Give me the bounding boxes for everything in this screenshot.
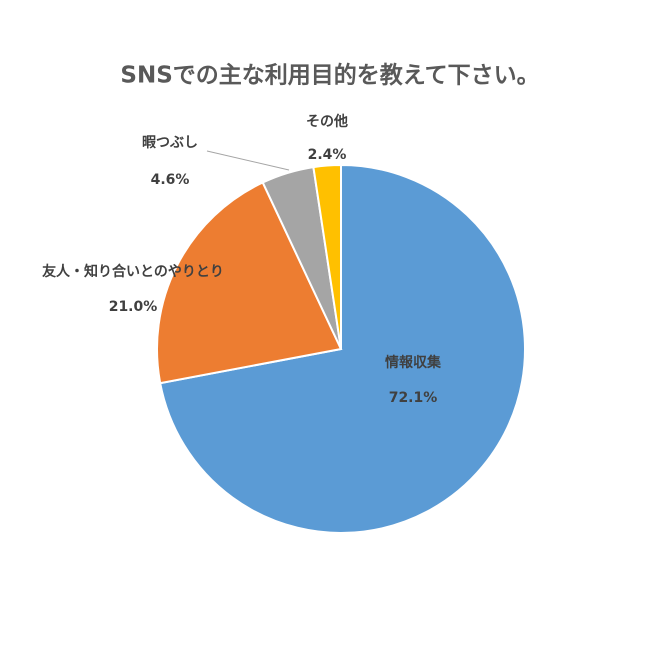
leader-line	[206, 150, 290, 171]
slice-label: その他	[306, 113, 348, 130]
value-label: 21.0%	[109, 299, 158, 315]
value-label: 72.1%	[389, 390, 438, 406]
value-label: 2.4%	[308, 147, 347, 163]
slice-label: 情報収集	[385, 354, 442, 371]
pie-slice	[159, 163, 526, 534]
pie-slice	[156, 181, 343, 385]
chart-title: SNSでの主な利用目的を教えて下さい。	[120, 62, 539, 89]
pie-slice	[312, 163, 342, 350]
slice-label: 友人・知り合いとのやりとり	[42, 263, 224, 280]
slice-label: 暇つぶし	[142, 135, 198, 151]
value-label: 4.6%	[151, 172, 190, 188]
